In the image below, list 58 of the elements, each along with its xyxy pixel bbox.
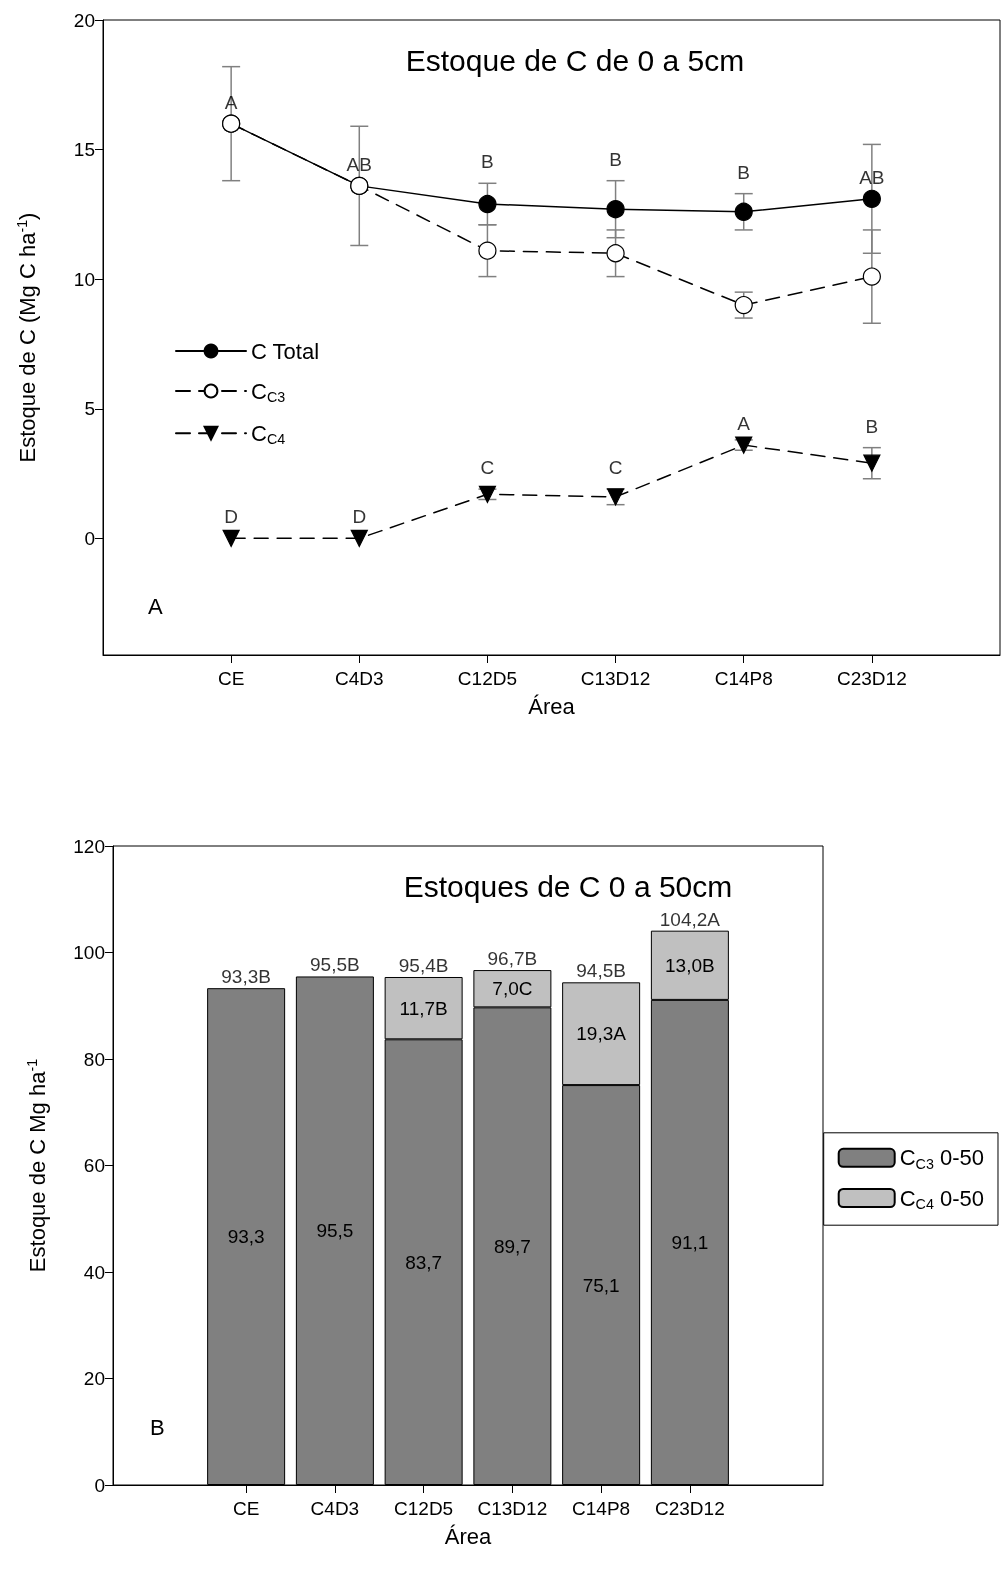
total-label: 94,5B [576,960,626,982]
text: Estoques de C 0 a 50cm [403,869,733,903]
y-tick-label: 40 [83,1261,105,1283]
y-tick-label: 15 [73,139,95,161]
x-tick-label: C12D5 [394,1498,454,1519]
x-tick-label: C14P8 [714,668,773,689]
total-label: 93,3B [221,966,271,988]
data-label: 89,7 [493,1235,531,1257]
annotation: A [148,593,163,619]
x-tick-label: C14P8 [572,1498,631,1519]
data-label: 13,0B [665,954,715,976]
y-tick-label: 120 [73,835,105,857]
total-label: 95,4B [398,954,449,976]
y-tick-label: 10 [73,268,95,290]
y-tick-label: 0 [94,1474,105,1496]
legend-label: C Total [251,338,320,364]
annotation: B [481,151,494,173]
annotation: D [224,506,239,528]
y-tick-label: 20 [83,1368,105,1389]
x-axis-title: Área [444,1523,492,1549]
x-tick-label: C12D5 [457,668,518,689]
x-tick-label: C23D12 [655,1498,725,1519]
data-label: 75,1 [582,1274,620,1296]
x-axis-title: Área [528,693,576,719]
total-label: 96,7B [487,948,538,970]
y-tick-label: 0 [84,527,95,549]
total-label: 104,2A [659,908,721,930]
y-axis-title: Estoque de C Mg ha-1 [23,1058,51,1273]
y-tick-label: 60 [83,1155,105,1176]
total-label: 95,5B [310,954,360,976]
annotation: A [737,413,751,435]
x-tick-label: C4D3 [310,1498,360,1519]
y-tick-label: 100 [73,942,105,963]
x-tick-label: C13D12 [477,1498,548,1519]
y-tick-label: 80 [83,1048,105,1070]
data-label: 91,1 [671,1231,709,1253]
x-tick-label: C4D3 [335,668,384,689]
data-label: 7,0C [492,978,533,1000]
data-label: 83,7 [405,1251,443,1273]
x-tick-label: CE [232,1498,260,1519]
data-label: 19,3A [576,1023,627,1045]
text: B [150,1414,165,1440]
annotation: B [609,148,622,170]
annotation: C [608,457,623,479]
y-tick-label: 5 [84,398,95,420]
data-label: 11,7B [399,997,448,1019]
data-label: 95,5 [316,1220,354,1242]
x-tick-label: C13D12 [580,668,651,689]
data-label: 93,3 [227,1226,265,1248]
y-axis-title: Estoque de C (Mg C ha-1) [13,212,41,463]
annotation: B [737,161,751,183]
x-tick-label: C23D12 [837,668,907,689]
annotation: B [865,415,879,437]
x-tick-label: CE [217,668,245,689]
annotation: D [352,506,367,528]
annotation: C [480,457,495,479]
y-tick-label: 20 [73,9,95,31]
text: Estoque de C de 0 a 5cm [405,43,745,77]
